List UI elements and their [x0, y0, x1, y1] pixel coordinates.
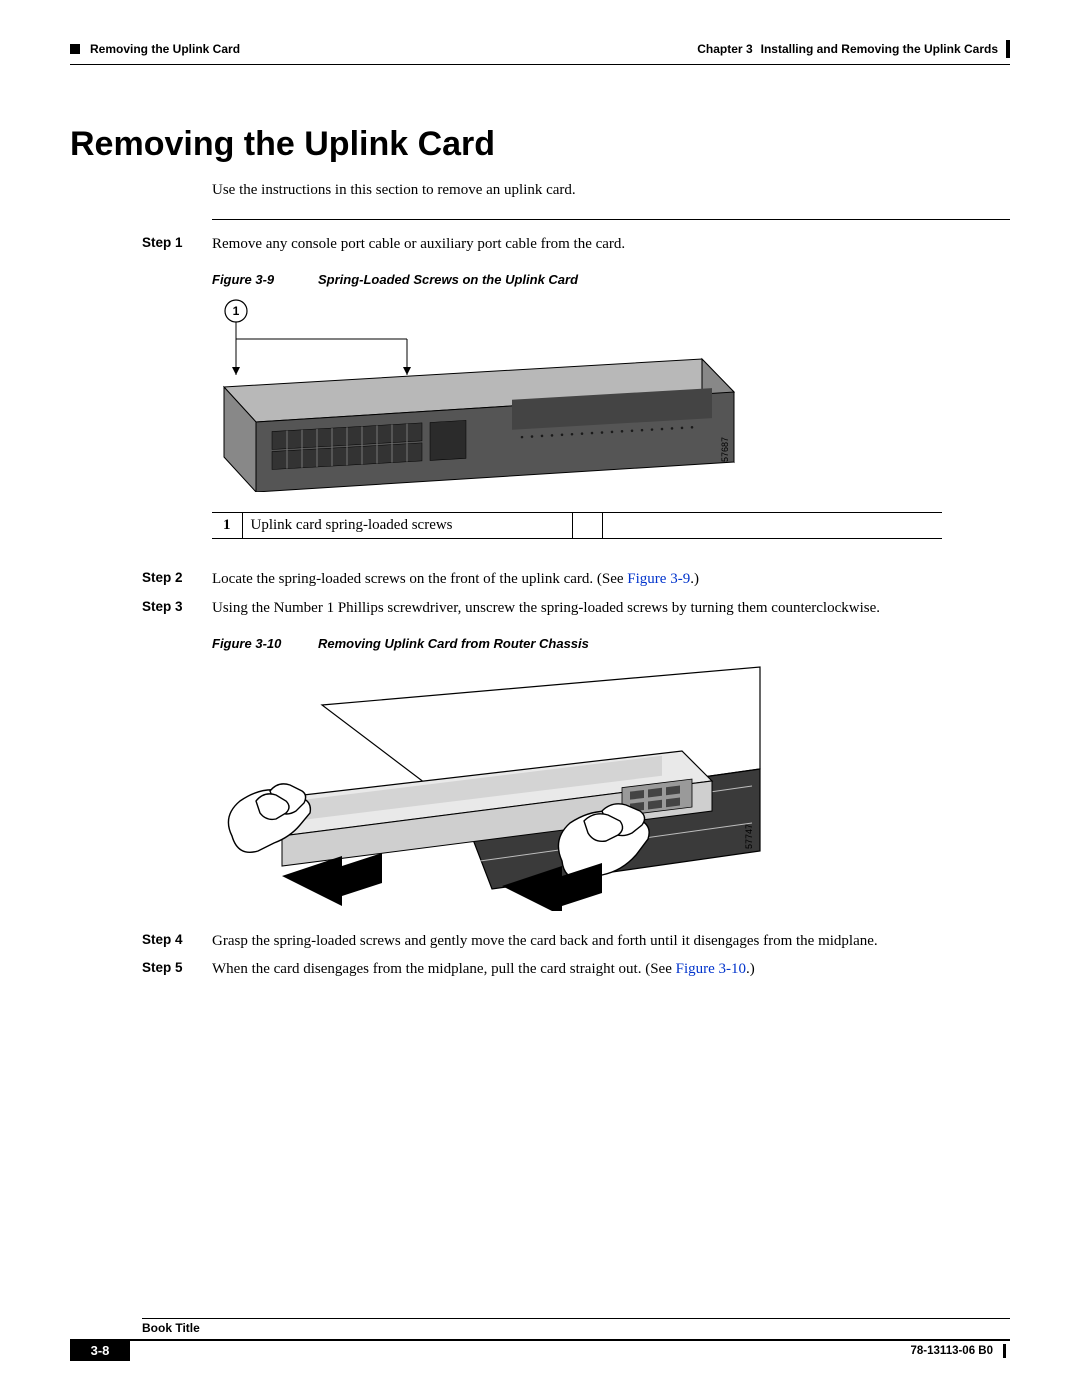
figure-caption: Figure 3-9 Spring-Loaded Screws on the U… — [212, 272, 1010, 287]
intro-text: Use the instructions in this section to … — [212, 182, 1010, 199]
header-section-title: Removing the Uplink Card — [90, 42, 240, 56]
header-bar-icon — [1006, 40, 1010, 58]
figure-caption: Figure 3-10 Removing Uplink Card from Ro… — [212, 636, 1010, 651]
callout-number: 1 — [233, 304, 240, 318]
step-body: Using the Number 1 Phillips screwdriver,… — [212, 598, 1010, 618]
step-body: Locate the spring-loaded screws on the f… — [212, 569, 1010, 589]
page-header: Removing the Uplink Card Chapter 3 Insta… — [70, 40, 1010, 62]
callout-table: 1 Uplink card spring-loaded screws — [212, 512, 942, 539]
table-row: 1 Uplink card spring-loaded screws — [212, 513, 942, 539]
step-text-pre: Locate the spring-loaded screws on the f… — [212, 571, 627, 587]
step-text-pre: When the card disengages from the midpla… — [212, 961, 676, 977]
footer-book-title: Book Title — [142, 1321, 1010, 1335]
callout-empty-cell — [602, 513, 942, 539]
step-rule — [212, 219, 1010, 220]
header-right: Chapter 3 Installing and Removing the Up… — [697, 40, 1010, 58]
step-body: Grasp the spring-loaded screws and gentl… — [212, 931, 1010, 951]
footer-right: 78-13113-06 B0 — [130, 1339, 1010, 1361]
page-footer: Book Title 3-8 78-13113-06 B0 — [70, 1318, 1010, 1361]
step-body: Remove any console port cable or auxilia… — [212, 234, 1010, 254]
figure-number: Figure 3-9 — [212, 272, 318, 287]
page-title: Removing the Uplink Card — [70, 125, 1010, 164]
step-row: Step 3 Using the Number 1 Phillips screw… — [70, 598, 1010, 618]
step-body: When the card disengages from the midpla… — [212, 959, 1010, 979]
step-text-post: .) — [746, 961, 755, 977]
figure-image-id: 57687 — [720, 437, 730, 462]
step-label: Step 1 — [70, 234, 212, 254]
step-label: Step 4 — [70, 931, 212, 951]
step-label: Step 3 — [70, 598, 212, 618]
figure-number: Figure 3-10 — [212, 636, 318, 651]
figure-link[interactable]: Figure 3-9 — [627, 571, 690, 587]
header-rule — [70, 64, 1010, 65]
footer-bar-icon — [1003, 1344, 1006, 1358]
step-row: Step 5 When the card disengages from the… — [70, 959, 1010, 979]
content-area: Removing the Uplink Card Use the instruc… — [70, 125, 1010, 979]
step-label: Step 5 — [70, 959, 212, 979]
step-label: Step 2 — [70, 569, 212, 589]
callout-num-cell: 1 — [212, 513, 242, 539]
figure-3-9-image: 1 — [212, 297, 1010, 492]
figure-3-10-image: 57747 — [212, 661, 1010, 911]
footer-page-number: 3-8 — [70, 1339, 130, 1361]
header-left: Removing the Uplink Card — [70, 42, 240, 56]
header-chapter-title: Installing and Removing the Uplink Cards — [761, 42, 998, 56]
callout-text-cell: Uplink card spring-loaded screws — [242, 513, 572, 539]
step-row: Step 1 Remove any console port cable or … — [70, 234, 1010, 254]
step-row: Step 4 Grasp the spring-loaded screws an… — [70, 931, 1010, 951]
figure-title: Removing Uplink Card from Router Chassis — [318, 636, 589, 651]
step-row: Step 2 Locate the spring-loaded screws o… — [70, 569, 1010, 589]
figure-title: Spring-Loaded Screws on the Uplink Card — [318, 272, 578, 287]
header-block-icon — [70, 44, 80, 54]
footer-doc-id: 78-13113-06 B0 — [911, 1345, 993, 1357]
figure-image-id: 57747 — [744, 824, 754, 849]
figure-link[interactable]: Figure 3-10 — [676, 961, 746, 977]
footer-bottom-row: 3-8 78-13113-06 B0 — [70, 1339, 1010, 1361]
step-text-post: .) — [690, 571, 699, 587]
callout-empty-cell — [572, 513, 602, 539]
footer-rule — [142, 1318, 1010, 1319]
header-chapter-label: Chapter 3 — [697, 42, 752, 56]
